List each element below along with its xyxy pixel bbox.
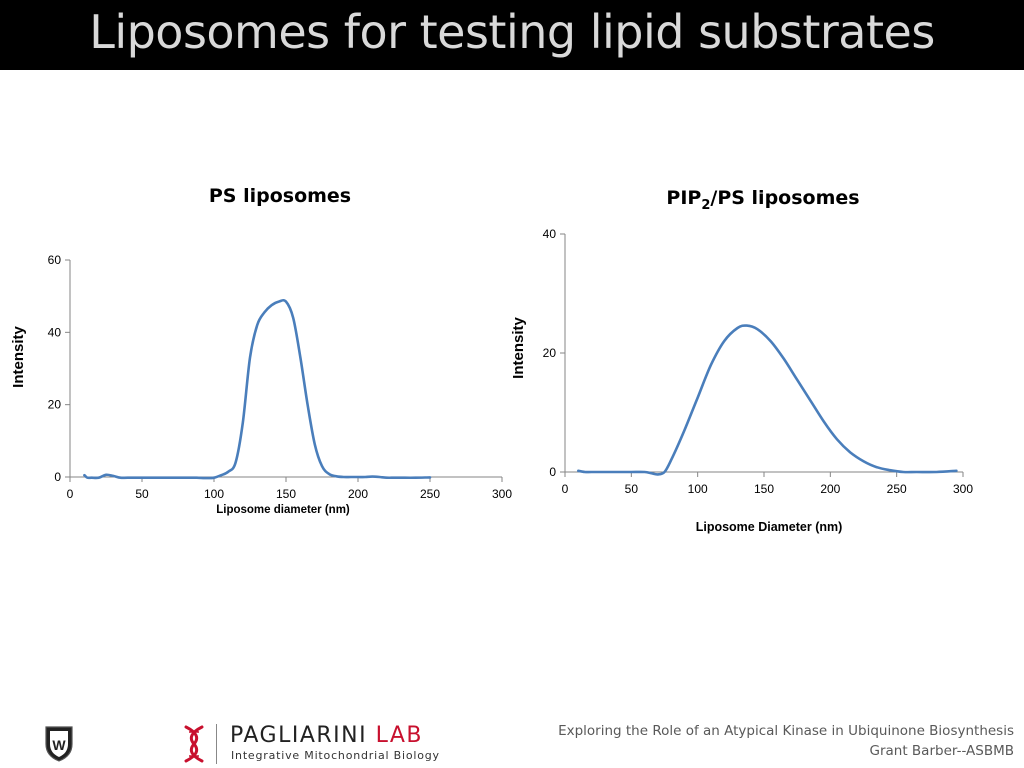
right-chart-x-tick-label: 200 <box>820 482 840 496</box>
right-chart-y-tick-label: 20 <box>543 346 557 360</box>
title-bar <box>0 0 1024 70</box>
right-chart-x-tick-label: 0 <box>562 482 569 496</box>
left-chart-y-tick-label: 0 <box>54 470 61 484</box>
footer-line2: Grant Barber--ASBMB <box>869 743 1015 759</box>
right-chart-x-tick-label: 150 <box>754 482 774 496</box>
left-chart-x-tick-label: 250 <box>420 487 440 501</box>
right-chart-title: PIP2/PS liposomes <box>640 187 886 213</box>
lab-name: PAGLIARINI LAB <box>230 723 423 748</box>
lab-name-main: PAGLIARINI <box>230 723 376 748</box>
right-chart-x-tick-label: 300 <box>953 482 973 496</box>
left-chart-x-axis-label: Liposome diameter (nm) <box>216 504 350 516</box>
right-chart-x-tick-label: 50 <box>625 482 639 496</box>
crest-letter: W <box>52 737 66 753</box>
right-chart-y-tick-label: 40 <box>543 227 557 241</box>
university-crest-icon: W <box>45 726 73 762</box>
left-chart-y-tick-label: 40 <box>48 325 62 339</box>
right-chart-x-tick-label: 100 <box>688 482 708 496</box>
left-chart-x-tick-label: 300 <box>492 487 512 501</box>
left-chart-x-tick-label: 50 <box>135 487 149 501</box>
right-chart-x-tick-label: 250 <box>887 482 907 496</box>
logo-divider <box>216 724 217 764</box>
left-chart-title: PS liposomes <box>208 185 352 207</box>
lab-name-accent: LAB <box>375 723 423 748</box>
left-chart-series-line <box>83 298 432 480</box>
slide-title: Liposomes for testing lipid substrates <box>89 5 935 59</box>
left-chart-y-tick-label: 20 <box>48 398 62 412</box>
right-chart-x-axis-label: Liposome Diameter (nm) <box>696 520 843 534</box>
right-chart-title-main: PIP <box>666 187 702 209</box>
left-chart-x-tick-label: 0 <box>67 487 74 501</box>
right-chart-title-rest: /PS liposomes <box>710 187 860 209</box>
left-chart-x-tick-label: 150 <box>276 487 296 501</box>
right-chart-series-line <box>577 324 958 476</box>
right-chart-y-axis-label: Intensity <box>510 317 527 379</box>
footer-line1: Exploring the Role of an Atypical Kinase… <box>558 723 1014 739</box>
right-chart-y-tick-label: 0 <box>549 465 556 479</box>
dna-helix-icon <box>184 725 204 763</box>
left-chart-x-tick-label: 100 <box>204 487 224 501</box>
right-chart-title-sub: 2 <box>701 197 711 213</box>
left-chart-y-tick-label: 60 <box>48 253 62 267</box>
left-chart-x-tick-label: 200 <box>348 487 368 501</box>
left-chart-y-axis-label: Intensity <box>10 326 27 388</box>
lab-subtitle: Integrative Mitochondrial Biology <box>231 749 440 762</box>
